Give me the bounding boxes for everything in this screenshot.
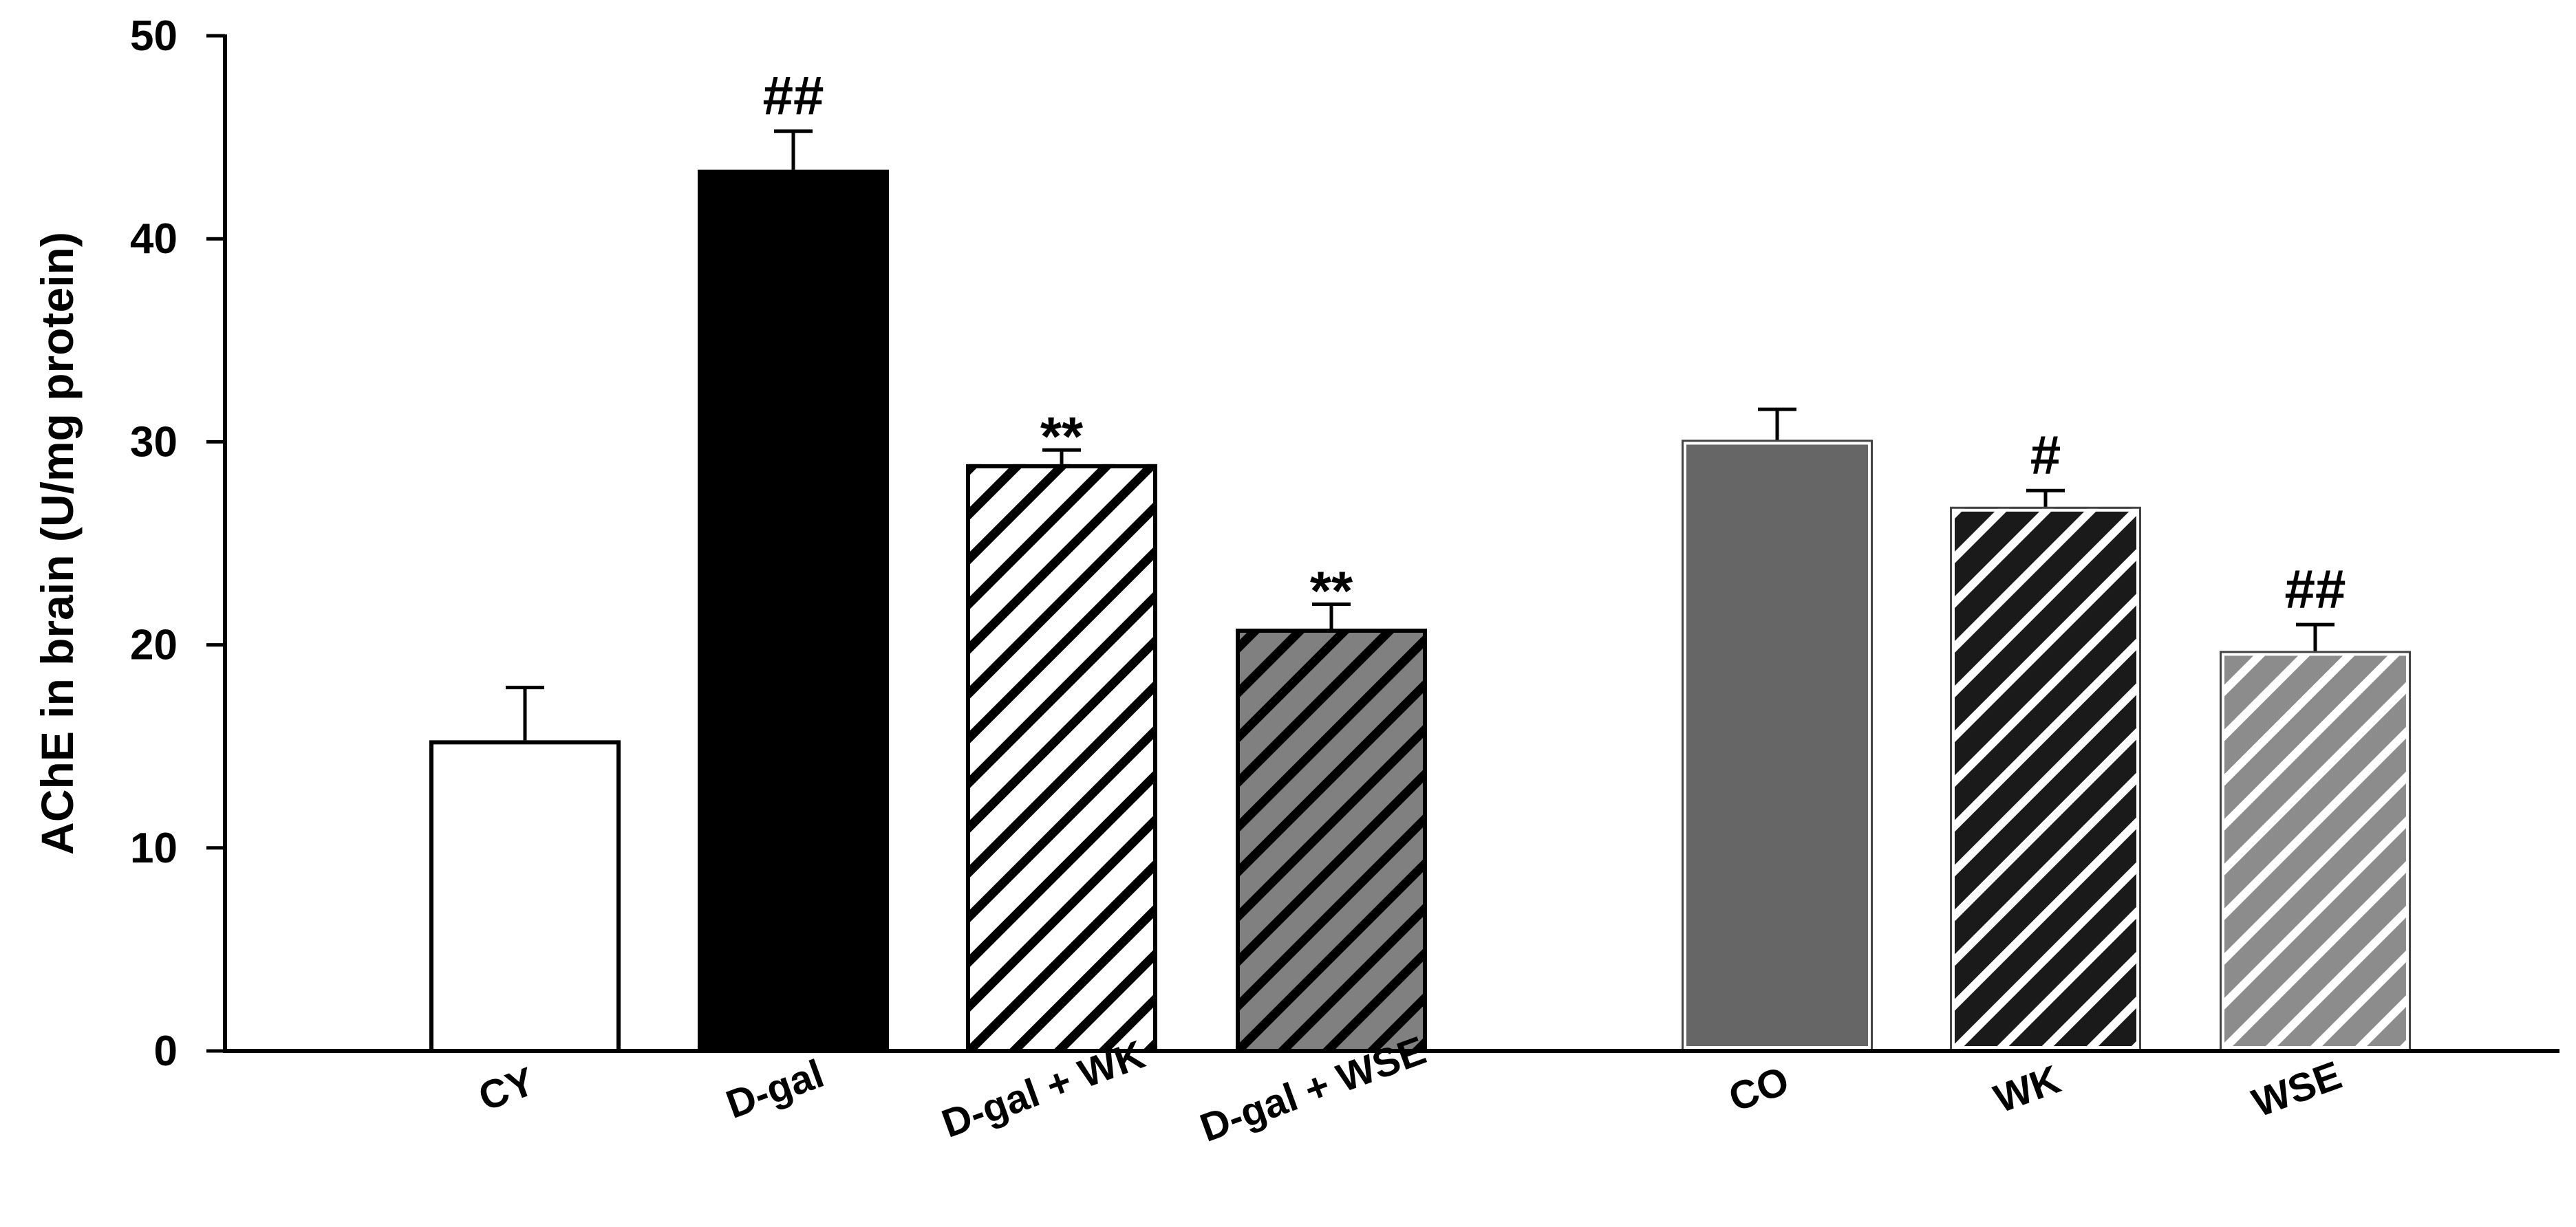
- x-label-cy: CY: [473, 1058, 540, 1120]
- y-tick-label-10: 10: [130, 825, 178, 872]
- bar-inner-outline-co: [1684, 442, 1871, 1049]
- significance-wk: #: [2030, 424, 2061, 486]
- y-tick-label-30: 30: [130, 418, 178, 466]
- x-label-wse: WSE: [2246, 1053, 2347, 1126]
- y-ticks: 0 10 20 30 40 50: [130, 12, 225, 1075]
- y-tick-label-40: 40: [130, 215, 178, 263]
- significance-d-gal-wk: **: [1040, 406, 1084, 467]
- bar-co: [1682, 439, 1873, 1051]
- significance-wse: ##: [2285, 558, 2346, 620]
- bars-layer: [429, 169, 2411, 1053]
- y-tick-label-0: 0: [154, 1028, 178, 1075]
- x-label-co: CO: [1723, 1058, 1794, 1120]
- significance-annotations: ##****###: [763, 65, 2346, 622]
- error-bars-layer: [506, 129, 2334, 741]
- axes: [223, 34, 2559, 1053]
- bar-hatch-wse: [2220, 651, 2411, 1051]
- y-tick-label-50: 50: [130, 12, 178, 60]
- bar-inner-outline-wse: [2222, 653, 2409, 1049]
- x-label-d-gal: D-gal: [720, 1051, 829, 1127]
- bar-hatch-wk: [1950, 506, 2141, 1051]
- bar-inner-outline-wk: [1952, 508, 2139, 1049]
- y-axis-title: AChE in brain (U/mg protein): [32, 232, 83, 855]
- significance-d-gal: ##: [763, 65, 824, 127]
- y-tick-label-20: 20: [130, 622, 178, 669]
- significance-d-gal-wse: **: [1310, 561, 1353, 622]
- bar-cy: [429, 740, 621, 1051]
- bar-hatch-d-gal-wk: [966, 464, 1157, 1051]
- bar-hatch-d-gal-wse: [1236, 628, 1427, 1051]
- x-label-wk: WK: [1988, 1057, 2066, 1122]
- bar-d-gal: [698, 169, 889, 1051]
